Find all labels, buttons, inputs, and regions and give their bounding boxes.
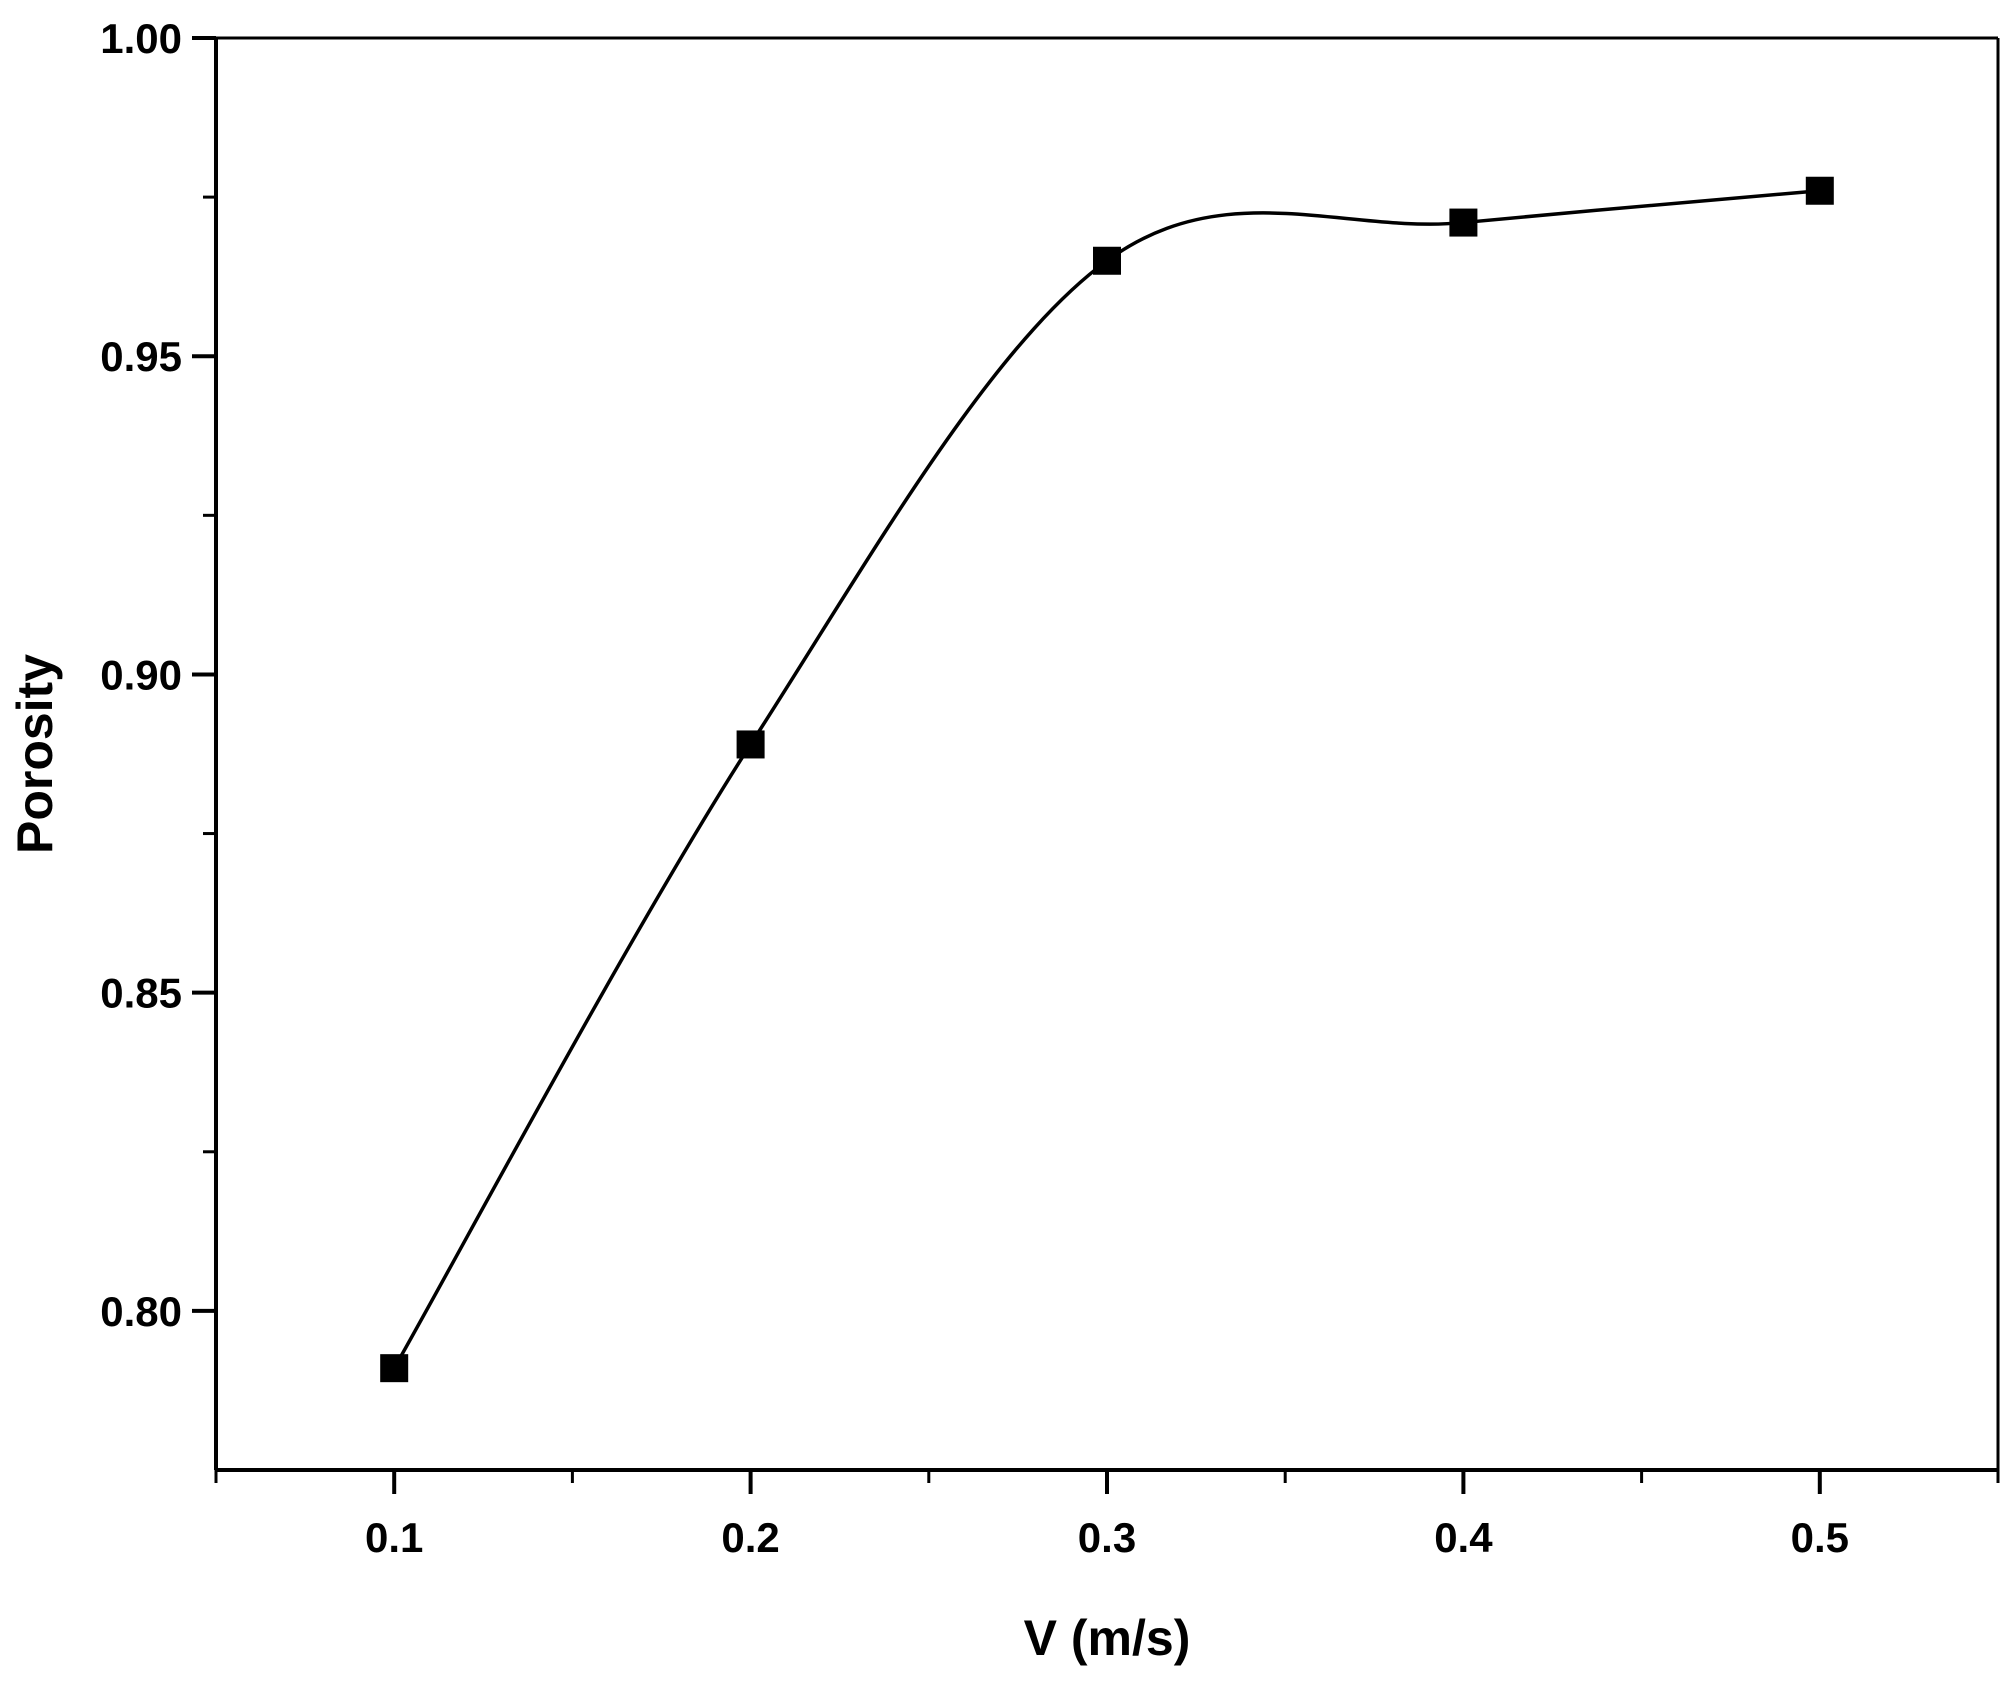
data-point-marker [1093, 246, 1121, 275]
x-axis-title: V (m/s) [1024, 1610, 1191, 1666]
x-tick-label: 0.1 [365, 1514, 423, 1561]
series-line [392, 189, 1820, 1370]
data-point-marker [736, 730, 765, 759]
x-tick-label: 0.4 [1434, 1514, 1493, 1561]
y-tick-label: 0.85 [100, 970, 182, 1017]
x-tick-label: 0.5 [1791, 1514, 1849, 1561]
data-point-marker [1805, 176, 1834, 205]
y-tick-label: 1.00 [100, 15, 182, 62]
y-tick-label: 0.95 [100, 333, 182, 380]
y-axis-ticks: 0.80 0.85 0.90 0.95 1.00 [100, 15, 216, 1335]
x-tick-label: 0.3 [1078, 1514, 1136, 1561]
y-tick-label: 0.90 [100, 651, 182, 698]
data-point-marker [1449, 208, 1478, 237]
series-layer [380, 176, 1834, 1383]
x-tick-label: 0.2 [721, 1514, 779, 1561]
y-tick-label: 0.80 [100, 1288, 182, 1335]
x-axis-ticks: 0.1 0.2 0.3 0.4 0.5 [214, 1470, 2000, 1561]
data-point-marker [380, 1354, 409, 1383]
y-axis-title: Porosity [7, 654, 63, 854]
